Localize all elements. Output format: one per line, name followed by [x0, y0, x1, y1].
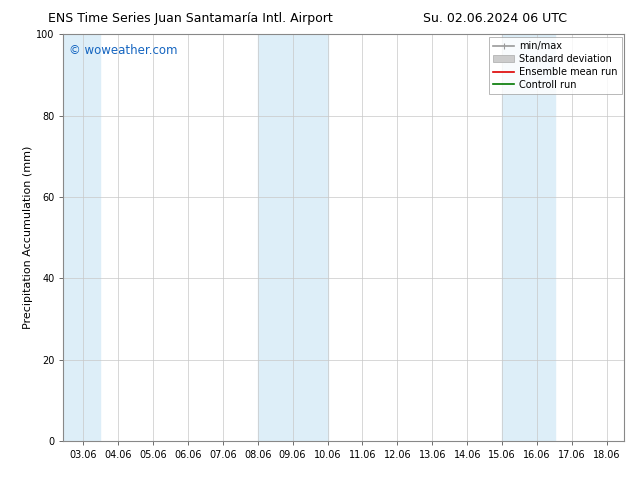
Bar: [502, 34, 555, 441]
Y-axis label: Precipitation Accumulation (mm): Precipitation Accumulation (mm): [23, 146, 33, 329]
Text: © woweather.com: © woweather.com: [69, 45, 178, 57]
Bar: [257, 34, 328, 441]
Text: ENS Time Series Juan Santamaría Intl. Airport: ENS Time Series Juan Santamaría Intl. Ai…: [48, 12, 333, 25]
Text: Su. 02.06.2024 06 UTC: Su. 02.06.2024 06 UTC: [422, 12, 567, 25]
Bar: [63, 34, 100, 441]
Legend: min/max, Standard deviation, Ensemble mean run, Controll run: min/max, Standard deviation, Ensemble me…: [489, 37, 621, 94]
